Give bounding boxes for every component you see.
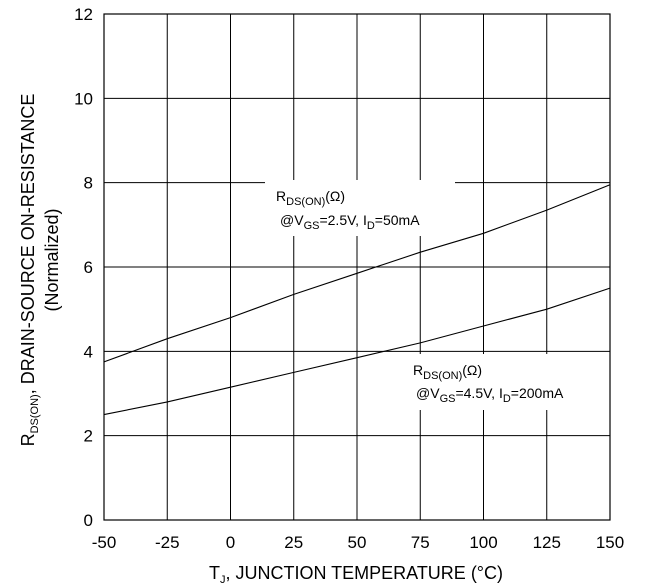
- series-line-2p5v: [103, 184, 611, 363]
- series-lines: [103, 184, 611, 416]
- series-line-4p5v: [103, 287, 611, 416]
- y-tick-label: 10: [74, 89, 93, 108]
- y-tick-labels: 0 2 4 6 8 10 12: [74, 5, 93, 530]
- y-axis-title-sub: DS(ON): [29, 394, 41, 433]
- y-tick-label: 4: [84, 342, 93, 361]
- annot2-r-sub: DS(ON): [423, 370, 462, 382]
- plot-frame: [103, 13, 611, 521]
- annot2-d-sub: D: [503, 393, 511, 405]
- annot1-at-v: @V: [280, 212, 304, 228]
- y-tick-label: 0: [84, 511, 93, 530]
- x-tick-label: 100: [469, 533, 497, 552]
- annotation-4p5v: RDS(ON)(Ω) @VGS=4.5V, ID=200mA: [405, 354, 605, 410]
- annot1-r-sub: DS(ON): [286, 196, 325, 208]
- annot1-vgs-value: =2.5V, I: [319, 212, 366, 228]
- y-axis-title-r: R: [18, 433, 38, 446]
- annot1-gs-sub: GS: [304, 220, 320, 232]
- x-tick-label: 25: [284, 533, 303, 552]
- x-axis-title-rest: , JUNCTION TEMPERATURE (°C): [225, 563, 503, 583]
- svg-text:RDS(ON)(Ω): RDS(ON)(Ω): [413, 362, 482, 382]
- x-tick-label: 75: [411, 533, 430, 552]
- x-tick-label: 50: [348, 533, 367, 552]
- annot1-unit: (Ω): [325, 188, 345, 204]
- y-tick-label: 12: [74, 5, 93, 24]
- annot2-unit: (Ω): [462, 362, 482, 378]
- x-axis-title-sub: J: [220, 574, 226, 584]
- annot1-id-value: =50mA: [375, 212, 420, 228]
- x-tick-labels: -50 -25 0 25 50 75 100 125 150: [92, 533, 624, 552]
- annot2-r: R: [413, 362, 423, 378]
- y-axis-title-line2: (Normalized): [42, 208, 62, 311]
- svg-text:RDS(ON)(Ω): RDS(ON)(Ω): [276, 188, 345, 208]
- svg-text:@VGS=2.5V, ID=50mA: @VGS=2.5V, ID=50mA: [280, 212, 420, 232]
- annot1-r: R: [276, 188, 286, 204]
- y-axis-title: RDS(ON), DRAIN-SOURCE ON-RESISTANCE: [18, 94, 41, 447]
- y-tick-label: 8: [84, 174, 93, 193]
- annotation-2p5v: RDS(ON)(Ω) @VGS=2.5V, ID=50mA: [265, 180, 455, 236]
- annot1-d-sub: D: [367, 220, 375, 232]
- x-tick-label: -50: [92, 533, 117, 552]
- x-tick-label: 125: [533, 533, 561, 552]
- annot2-at-v: @V: [416, 385, 440, 401]
- y-axis-title-rest: , DRAIN-SOURCE ON-RESISTANCE: [18, 94, 38, 395]
- x-tick-label: -25: [155, 533, 180, 552]
- annot2-gs-sub: GS: [440, 393, 456, 405]
- annot2-id-value: =200mA: [511, 385, 564, 401]
- x-tick-label: 0: [226, 533, 235, 552]
- y-tick-label: 6: [84, 258, 93, 277]
- y-tick-label: 2: [84, 427, 93, 446]
- x-axis-title: TJ, JUNCTION TEMPERATURE (°C): [209, 563, 503, 584]
- x-axis-title-t: T: [209, 563, 220, 583]
- annot2-vgs-value: =4.5V, I: [455, 385, 502, 401]
- x-tick-label: 150: [596, 533, 624, 552]
- svg-text:@VGS=4.5V, ID=200mA: @VGS=4.5V, ID=200mA: [416, 385, 564, 405]
